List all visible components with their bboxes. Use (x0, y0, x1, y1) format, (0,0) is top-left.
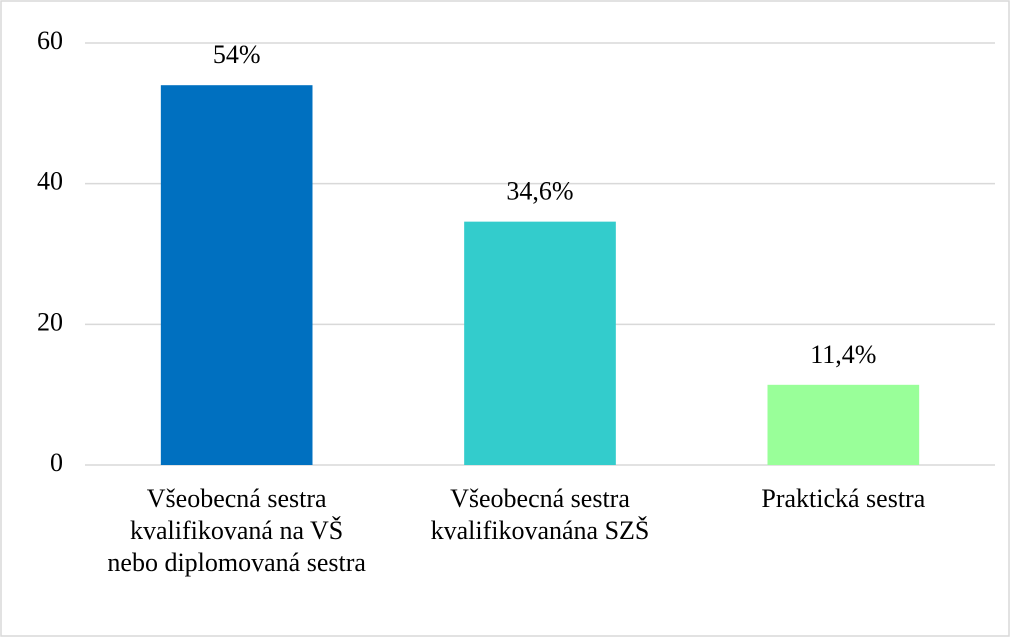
data-label: 11,4% (810, 340, 876, 369)
x-tick-label: Všeobecná sestra kvalifikovanána SZŠ (430, 484, 650, 545)
bar (767, 384, 920, 465)
y-tick-label: 20 (37, 307, 63, 336)
bar (464, 221, 616, 465)
bar (160, 85, 313, 465)
y-tick-label: 40 (37, 167, 63, 196)
y-tick-label: 60 (37, 26, 63, 55)
data-label: 34,6% (506, 177, 573, 206)
y-tick-label: 0 (50, 448, 63, 477)
x-tick-label: Všeobecná sestra kvalifikovaná na VŠ neb… (107, 484, 366, 577)
x-tick-label: Praktická sestra (761, 484, 926, 513)
data-label: 54% (213, 40, 261, 69)
